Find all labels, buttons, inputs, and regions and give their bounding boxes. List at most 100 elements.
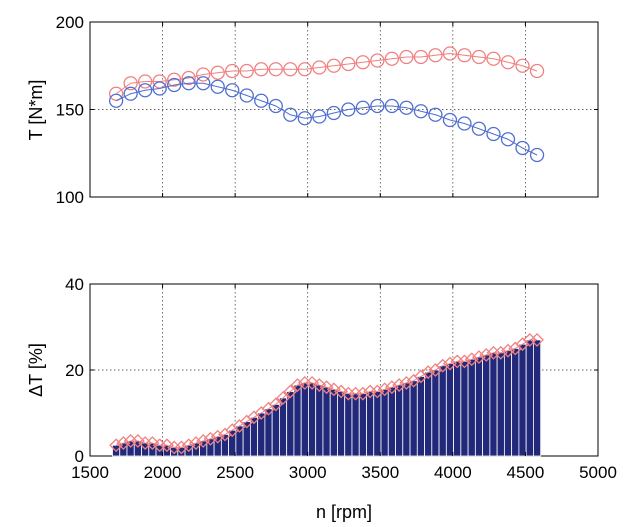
delta-bar: [482, 354, 491, 457]
torque-series-1-point: [225, 83, 240, 98]
delta-marker: [392, 378, 407, 392]
torque-series-0-point: [123, 76, 138, 91]
torque-panel: 100 150 200 T [N*m]: [26, 13, 599, 207]
torque-series-1-point: [355, 100, 371, 115]
delta-marker: [457, 354, 472, 369]
torque-series-0-point: [297, 62, 312, 77]
delta-marker: [443, 356, 457, 371]
delta-x-tick-label: 4000: [434, 463, 472, 482]
delta-bar: [329, 388, 338, 457]
delta-x-tick-label: 1500: [71, 463, 109, 482]
delta-marker: [355, 386, 370, 401]
delta-bar: [453, 360, 462, 457]
delta-marker: [268, 397, 283, 412]
delta-bar: [431, 369, 440, 457]
delta-bar: [409, 380, 418, 457]
torque-series-0-point: [181, 70, 196, 86]
torque-series-0-point: [457, 48, 472, 63]
torque-series-0-point: [210, 65, 225, 80]
delta-marker: [326, 382, 341, 397]
delta-marker: [421, 365, 436, 380]
delta-bar: [518, 343, 527, 457]
torque-series-0-point: [341, 56, 356, 72]
delta-bar: [533, 339, 542, 457]
torque-series-0-point: [268, 62, 283, 77]
torque-series-1-point: [167, 77, 182, 93]
delta-bar: [380, 388, 389, 457]
torque-series-0-point: [254, 62, 269, 77]
delta-bar: [467, 358, 476, 457]
delta-marker: [334, 384, 349, 399]
torque-series-0-point: [196, 67, 211, 82]
torque-y-ticks: 100 150 200: [56, 13, 598, 207]
delta-bar: [503, 350, 513, 457]
torque-series-1-point: [181, 76, 196, 91]
delta-marker: [276, 391, 290, 405]
delta-bar: [402, 382, 411, 457]
delta-y-ticks: 0 20 40: [65, 275, 598, 466]
delta-bar: [358, 393, 367, 457]
torque-series-1-point: [428, 107, 443, 122]
torque-series-0-point: [225, 63, 240, 79]
delta-marker: [181, 438, 196, 453]
delta-marker: [109, 438, 124, 453]
delta-marker: [399, 375, 414, 390]
torque-series-1-point: [268, 98, 283, 114]
torque-series-1-point: [283, 107, 298, 122]
torque-series-1-point: [210, 79, 225, 94]
delta-bar: [395, 384, 404, 457]
delta-bar: [474, 356, 484, 457]
torque-series-0-point: [529, 63, 545, 79]
delta-y-tick-label: 0: [75, 447, 84, 466]
delta-marker: [160, 438, 174, 453]
torque-series-1-point: [312, 109, 327, 124]
delta-bar: [387, 386, 396, 457]
torque-series-1-point: [370, 98, 385, 114]
delta-y-tick-label: 20: [65, 361, 84, 380]
torque-y-label: T [N*m]: [26, 80, 46, 141]
torque-series-1-point: [471, 121, 487, 136]
delta-marker: [493, 345, 508, 360]
torque-series-1-line: [115, 82, 538, 156]
torque-series-1-point: [297, 111, 312, 126]
delta-bar: [315, 384, 324, 457]
torque-series-0-point: [399, 49, 414, 65]
torque-series-0-point: [239, 63, 254, 79]
torque-series-0-line: [115, 52, 538, 95]
delta-marker: [189, 436, 203, 451]
delta-bar: [322, 386, 331, 457]
torque-series-1-point: [399, 100, 414, 115]
delta-x-tick-label: 5000: [579, 463, 617, 482]
delta-marker: [501, 343, 515, 358]
torque-y-tick-label: 200: [56, 13, 84, 32]
delta-bar: [293, 384, 302, 457]
torque-series-0-point: [500, 55, 516, 70]
delta-x-label: n [rpm]: [316, 502, 372, 522]
torque-series-0-point: [312, 60, 327, 75]
delta-panel: 0 20 40 1500 2000 2500 3000 3500 4000 4500 5000 Δ…: [26, 275, 617, 522]
torque-series-0-point: [471, 49, 487, 65]
delta-marker: [210, 429, 225, 444]
torque-series-0-point: [413, 49, 429, 65]
delta-bar: [279, 397, 288, 457]
torque-series-0-point: [384, 51, 400, 66]
torque-series-1-point: [108, 93, 124, 108]
torque-series-1-point: [341, 102, 356, 117]
torque-series-1-point: [326, 105, 341, 121]
torque-y-tick-label: 150: [56, 101, 84, 120]
delta-marker: [464, 352, 479, 367]
delta-x-tick-label: 3500: [361, 463, 399, 482]
delta-x-tick-label: 2000: [144, 463, 182, 482]
torque-series-0-point: [428, 48, 443, 63]
delta-y-label: ΔT [%]: [26, 343, 46, 397]
torque-series-1-point: [500, 132, 516, 147]
delta-bar: [351, 393, 360, 457]
torque-series-0-point: [283, 62, 298, 77]
delta-marker: [145, 436, 160, 451]
torque-grid: [89, 22, 599, 197]
delta-x-tick-label: 4500: [507, 463, 545, 482]
delta-bar: [344, 393, 353, 457]
torque-series-1-point: [239, 88, 254, 103]
torque-series-1-point: [123, 86, 138, 101]
delta-bar: [511, 348, 520, 457]
